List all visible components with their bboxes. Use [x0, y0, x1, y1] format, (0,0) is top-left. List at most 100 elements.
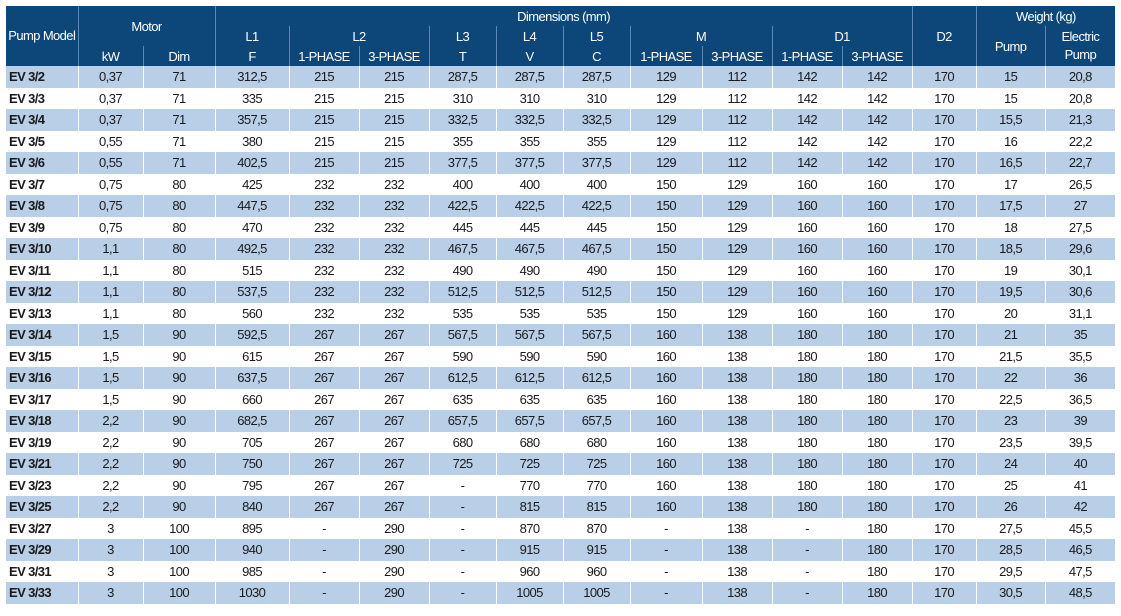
table-cell: 400	[428, 173, 497, 195]
table-row: EV 3/17 1,5 90 660 267 267 635 635 635 160 138 180 1…	[6, 388, 1116, 410]
table-cell: 470	[214, 216, 290, 238]
table-cell: 150	[629, 173, 703, 195]
table-cell: 170	[911, 173, 977, 195]
table-cell: 635	[495, 388, 564, 410]
l4-header: L4	[495, 26, 564, 46]
table-cell: -	[288, 560, 360, 582]
table-cell: 129	[701, 259, 773, 281]
table-cell: 80	[142, 238, 216, 260]
table-cell: 35	[1044, 324, 1116, 346]
table-cell: 138	[701, 539, 773, 561]
table-cell: 180	[771, 367, 843, 389]
table-cell: 232	[288, 238, 360, 260]
table-cell: 47,5	[1044, 560, 1116, 582]
table-cell: 232	[288, 173, 360, 195]
table-cell: 160	[629, 474, 703, 496]
table-cell: 100	[142, 582, 216, 604]
table-cell: 445	[428, 216, 497, 238]
table-cell: 215	[288, 87, 360, 109]
model-cell: EV 3/17	[6, 388, 78, 410]
table-cell: 150	[629, 259, 703, 281]
table-cell: 22	[975, 367, 1046, 389]
table-cell: 180	[841, 410, 913, 432]
table-cell: 467,5	[428, 238, 497, 260]
table-cell: 80	[142, 195, 216, 217]
table-cell: 422,5	[495, 195, 564, 217]
table-cell: 287,5	[495, 66, 564, 88]
table-cell: 492,5	[214, 238, 290, 260]
table-cell: 590	[428, 345, 497, 367]
table-cell: 355	[428, 130, 497, 152]
table-cell: 267	[358, 453, 430, 475]
table-cell: 960	[562, 560, 631, 582]
table-cell: 635	[428, 388, 497, 410]
table-cell: 170	[911, 152, 977, 174]
table-cell: 150	[629, 281, 703, 303]
table-cell: 160	[629, 345, 703, 367]
table-cell: 180	[841, 324, 913, 346]
table-cell: -	[288, 517, 360, 539]
table-cell: 290	[358, 517, 430, 539]
table-cell: 377,5	[428, 152, 497, 174]
model-cell: EV 3/7	[6, 173, 78, 195]
table-cell: 232	[358, 259, 430, 281]
table-cell: 267	[358, 474, 430, 496]
table-cell: 267	[358, 388, 430, 410]
table-cell: 870	[562, 517, 631, 539]
model-cell: EV 3/8	[6, 195, 78, 217]
table-cell: 680	[428, 431, 497, 453]
table-cell: 28,5	[975, 539, 1046, 561]
table-cell: 71	[142, 152, 216, 174]
table-cell: 332,5	[562, 109, 631, 131]
table-cell: 267	[358, 410, 430, 432]
table-cell: 445	[562, 216, 631, 238]
table-cell: 612,5	[495, 367, 564, 389]
table-cell: 160	[629, 410, 703, 432]
table-row: EV 3/29 3 100 940-290-915 915-138-180 170 28,5…	[6, 539, 1116, 561]
table-cell: 840	[214, 496, 290, 518]
table-cell: -	[771, 582, 843, 604]
table-cell: 180	[841, 517, 913, 539]
table-cell: 355	[495, 130, 564, 152]
table-cell: 215	[358, 109, 430, 131]
model-cell: EV 3/11	[6, 259, 78, 281]
table-cell: 490	[495, 259, 564, 281]
table-cell: 267	[358, 496, 430, 518]
table-cell: 150	[629, 195, 703, 217]
table-cell: 795	[214, 474, 290, 496]
d1-3phase-header: 3-PHASE	[841, 46, 913, 66]
table-cell: 20	[975, 302, 1046, 324]
table-cell: -	[428, 560, 497, 582]
model-cell: EV 3/3	[6, 87, 78, 109]
table-cell: 1,5	[77, 367, 143, 389]
model-cell: EV 3/18	[6, 410, 78, 432]
table-cell: 142	[771, 87, 843, 109]
table-cell: 160	[629, 453, 703, 475]
table-cell: 637,5	[214, 367, 290, 389]
table-row: EV 3/9 0,75 80 470 232 232 445 445 445 150 129 160 1…	[6, 216, 1116, 238]
table-cell: 590	[562, 345, 631, 367]
table-cell: 42	[1044, 496, 1116, 518]
l1-header: L1	[214, 26, 290, 46]
table-cell: 232	[288, 216, 360, 238]
table-cell: 215	[358, 66, 430, 88]
table-cell: 29,6	[1044, 238, 1116, 260]
table-row: EV 3/31 3 100 985-290-960 960-138-180 170 29,5…	[6, 560, 1116, 582]
table-cell: 180	[841, 496, 913, 518]
table-cell: 26	[975, 496, 1046, 518]
table-cell: 19,5	[975, 281, 1046, 303]
model-cell: EV 3/21	[6, 453, 78, 475]
kw-header: kW	[77, 46, 143, 66]
table-cell: 750	[214, 453, 290, 475]
table-cell: 725	[495, 453, 564, 475]
table-cell: 425	[214, 173, 290, 195]
m-header: M	[629, 26, 773, 46]
table-cell: 592,5	[214, 324, 290, 346]
table-cell: 138	[701, 324, 773, 346]
table-cell: 357,5	[214, 109, 290, 131]
table-cell: 682,5	[214, 410, 290, 432]
table-cell: 27,5	[975, 517, 1046, 539]
table-cell: 138	[701, 431, 773, 453]
table-cell: 705	[214, 431, 290, 453]
table-cell: 18	[975, 216, 1046, 238]
